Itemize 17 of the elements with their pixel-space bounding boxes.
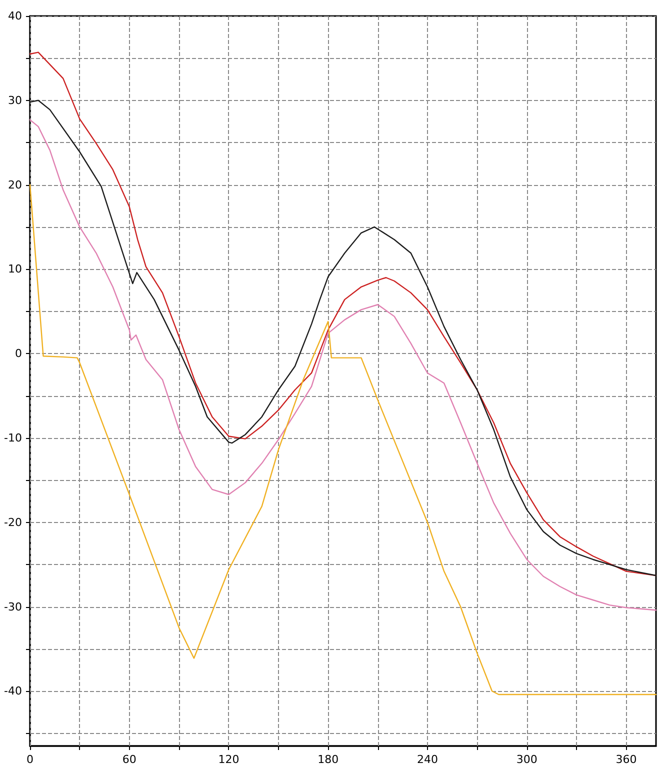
y-tick-label: -10 [4, 431, 22, 444]
y-tick-label: -30 [4, 600, 22, 614]
y-tick-label: 30 [8, 94, 22, 107]
x-tick-label: 0 [26, 753, 34, 766]
y-tick-label: 10 [8, 262, 22, 276]
x-tick-label: 60 [122, 753, 136, 766]
x-tick-label: 240 [416, 753, 438, 766]
x-tick-label: 120 [218, 753, 240, 766]
y-tick-label: 40 [8, 10, 22, 22]
x-tick-label: 180 [318, 753, 339, 766]
x-tick-label: 300 [516, 753, 538, 766]
y-tick-label: -20 [4, 516, 22, 529]
line-series [29, 184, 657, 696]
y-tick-label: 0 [15, 347, 22, 360]
y-tick-label: -40 [4, 684, 22, 698]
x-tick-label: 360 [616, 753, 637, 766]
y-tick-label: 20 [8, 178, 22, 192]
